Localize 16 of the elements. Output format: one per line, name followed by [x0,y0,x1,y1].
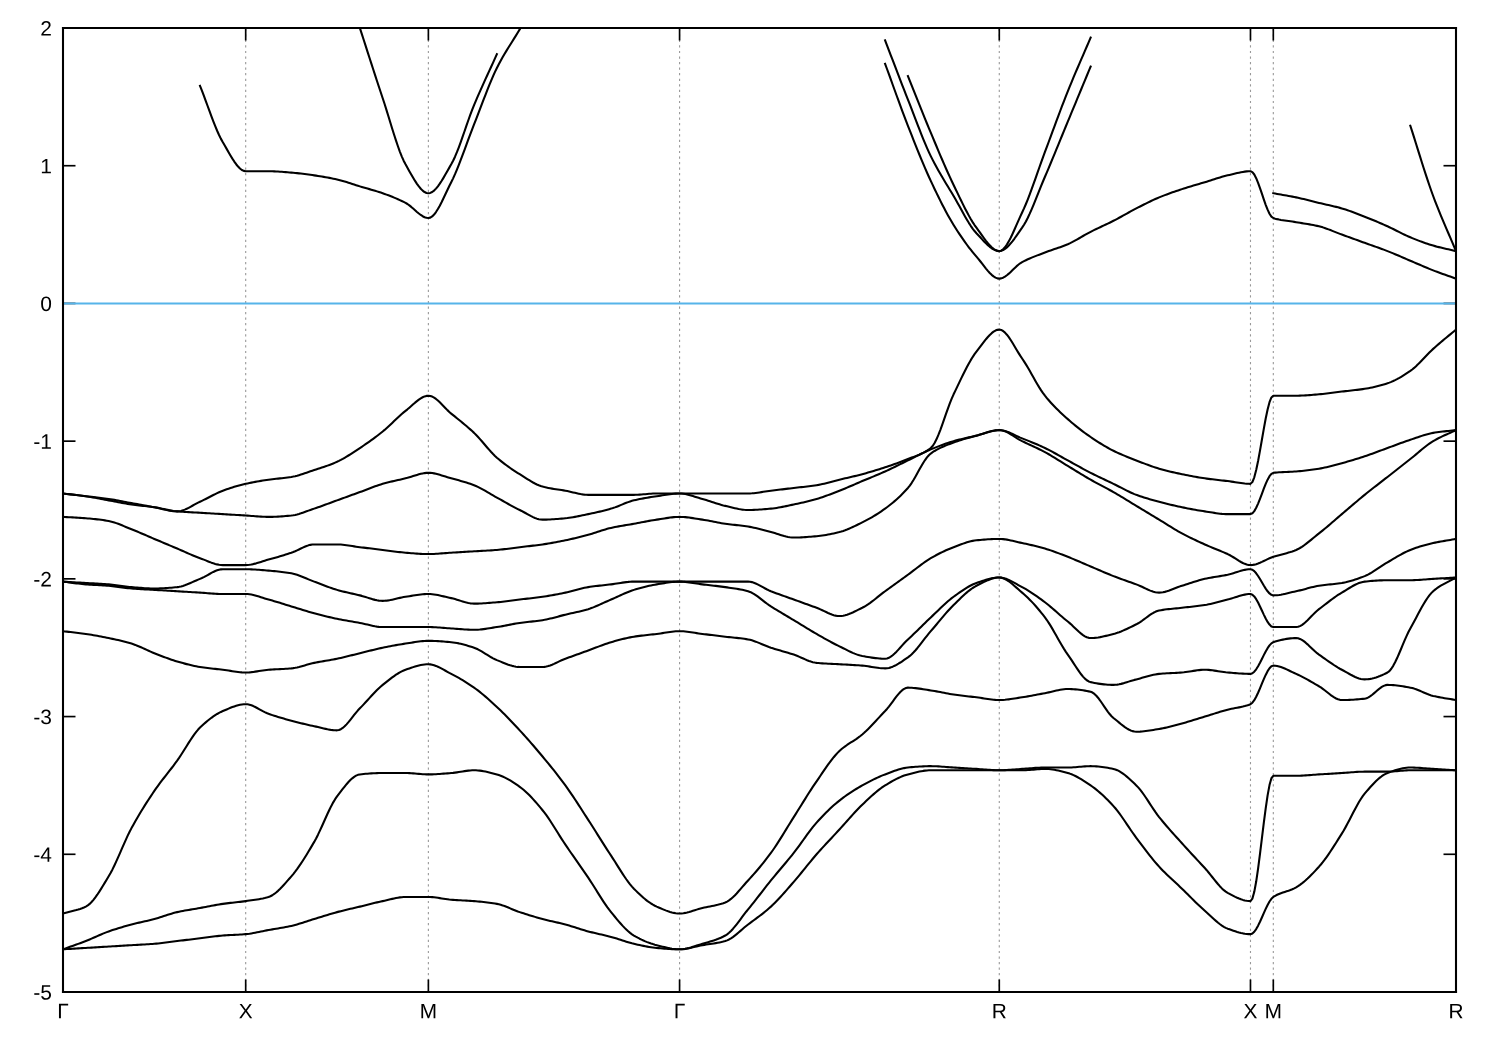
y-tick-label: -1 [34,434,51,449]
y-tick-label: 1 [41,158,51,174]
x-tick-label: M [421,1003,436,1019]
x-tick-label: M [1266,1003,1281,1019]
y-tick-label: -2 [34,571,51,587]
x-tick-label: X [1244,1003,1257,1019]
y-tick-label: -3 [34,709,51,725]
x-tick-label: Γ [58,1003,69,1019]
y-tick-label: 0 [41,296,52,312]
x-tick-label: R [993,1003,1006,1019]
x-tick-label: X [239,1003,253,1019]
y-tick-label: -5 [34,985,52,1000]
y-tick-label: 2 [41,21,51,36]
x-tick-label: R [1450,1003,1463,1019]
y-tick-label: -4 [34,847,52,862]
x-tick-label: Γ [675,1003,685,1019]
